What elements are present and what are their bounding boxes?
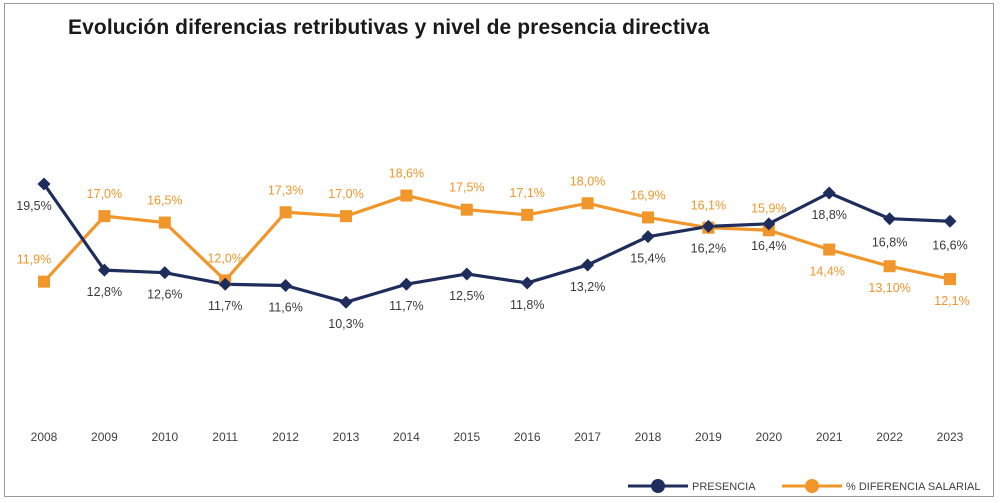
x-tick-label: 2021 <box>816 430 843 444</box>
legend-label: PRESENCIA <box>692 481 756 493</box>
x-tick-label: 2014 <box>393 430 420 444</box>
data-labels: 11,9% 17,0% 16,5% 12,0% 17,3% 17,0% 18,6% 17,5%… <box>16 167 969 332</box>
presencia-label-2008: 19,5% <box>16 199 51 213</box>
chart-title: Evolución diferencias retributivas y niv… <box>68 16 710 39</box>
diferencia-salarial-label-2017: 18,0% <box>570 174 605 188</box>
diferencia-salarial-label-2012: 17,3% <box>268 183 303 197</box>
x-tick-label: 2013 <box>333 430 360 444</box>
diferencia-salarial-label-2008: 11,9% <box>17 253 52 267</box>
x-tick-label: 2016 <box>514 430 541 444</box>
diferencia-salarial-label-2014: 18,6% <box>389 167 424 181</box>
presencia-point-2017 <box>581 258 595 272</box>
x-tick-label: 2010 <box>151 430 178 444</box>
presencia-point-2013 <box>339 295 353 309</box>
x-tick-label: 2023 <box>937 430 964 444</box>
diferencia-salarial-point-2017 <box>581 197 594 210</box>
diferencia-salarial-label-2020: 15,9% <box>751 201 786 215</box>
legend-label: % DIFERENCIA SALARIAL <box>846 481 981 493</box>
diferencia-salarial-label-2016: 17,1% <box>509 186 544 200</box>
diferencia-salarial-point-2016 <box>521 208 534 221</box>
presencia-point-2021 <box>822 186 836 200</box>
presencia-label-2023: 16,6% <box>932 238 967 252</box>
presencia-point-2012 <box>279 279 293 293</box>
series-markers <box>37 177 957 309</box>
diferencia-salarial-point-2018 <box>642 211 654 224</box>
legend: PRESENCIA % DIFERENCIA SALARIAL <box>628 479 981 493</box>
presencia-label-2010: 12,6% <box>147 288 182 302</box>
diferencia-salarial-label-2011: 12,0% <box>207 251 242 265</box>
x-tick-label: 2012 <box>272 430 299 444</box>
presencia-point-2010 <box>158 266 172 280</box>
x-tick-label: 2018 <box>635 430 662 444</box>
presencia-label-2020: 16,4% <box>751 239 786 253</box>
presencia-point-2020 <box>762 217 776 231</box>
diferencia-salarial-label-2015: 17,5% <box>449 181 484 195</box>
diferencia-salarial-label-2013: 17,0% <box>328 187 363 201</box>
series-line-diferencia-salarial <box>42 193 951 283</box>
presencia-point-2009 <box>97 263 111 277</box>
presencia-label-2017: 13,2% <box>570 280 605 294</box>
presencia-point-2015 <box>460 267 474 281</box>
presencia-label-2014: 11,7% <box>389 299 424 313</box>
diferencia-salarial-point-2008 <box>38 275 50 288</box>
presencia-label-2011: 11,7% <box>208 299 243 313</box>
diferencia-salarial-point-2023 <box>944 273 956 286</box>
x-tick-label: 2011 <box>212 430 238 444</box>
x-tick-label: 2009 <box>91 430 118 444</box>
presencia-label-2015: 12,5% <box>449 289 484 303</box>
x-tick-label: 2020 <box>755 430 782 444</box>
series-line-presencia <box>42 183 951 304</box>
diferencia-salarial-point-2009 <box>98 210 111 223</box>
diferencia-salarial-label-2010: 16,5% <box>147 194 182 208</box>
diferencia-salarial-label-2018: 16,9% <box>630 188 665 202</box>
diferencia-salarial-label-2021: 14,4% <box>809 265 844 279</box>
diferencia-salarial-label-2019: 16,1% <box>691 199 726 213</box>
presencia-point-2011 <box>218 277 232 291</box>
presencia-label-2009: 12,8% <box>87 285 122 299</box>
presencia-point-2014 <box>399 277 413 291</box>
presencia-label-2012: 11,6% <box>268 301 303 315</box>
diferencia-salarial-point-2022 <box>883 260 896 273</box>
presencia-point-2023 <box>943 214 957 228</box>
presencia-point-2018 <box>641 230 655 244</box>
legend-item-diferencia-salarial: % DIFERENCIA SALARIAL <box>782 479 981 493</box>
x-tick-label: 2008 <box>31 430 58 444</box>
diferencia-salarial-point-2012 <box>279 206 292 219</box>
x-tick-label: 2022 <box>876 430 903 444</box>
presencia-label-2016: 11,8% <box>510 298 545 312</box>
diferencia-salarial-point-2015 <box>460 203 473 216</box>
x-tick-label: 2017 <box>574 430 601 444</box>
diferencia-salarial-point-2021 <box>823 243 836 256</box>
presencia-label-2013: 10,3% <box>328 317 363 331</box>
presencia-label-2022: 16,8% <box>872 236 907 250</box>
presencia-label-2018: 15,4% <box>630 252 665 266</box>
diferencia-salarial-label-2022: 13,10% <box>868 281 910 295</box>
presencia-point-2019 <box>701 219 715 233</box>
presencia-point-2022 <box>883 212 897 226</box>
x-tick-label: 2015 <box>453 430 480 444</box>
series-lines <box>42 183 951 304</box>
x-axis-ticks: 2008 2009 2010 2011 2012 2013 2014 2015 2016 2017… <box>31 430 964 444</box>
diferencia-salarial-label-2023: 12,1% <box>934 294 969 308</box>
presencia-point-2008 <box>37 177 51 191</box>
diferencia-salarial-point-2014 <box>400 189 413 202</box>
legend-item-presencia: PRESENCIA <box>628 479 756 493</box>
presencia-point-2016 <box>520 276 534 290</box>
presencia-label-2019: 16,2% <box>691 241 726 255</box>
x-tick-label: 2019 <box>695 430 722 444</box>
diferencia-salarial-label-2009: 17,0% <box>87 187 122 201</box>
diferencia-salarial-point-2010 <box>158 216 171 229</box>
diferencia-salarial-point-2013 <box>340 210 352 223</box>
presencia-label-2021: 18,8% <box>811 208 846 222</box>
